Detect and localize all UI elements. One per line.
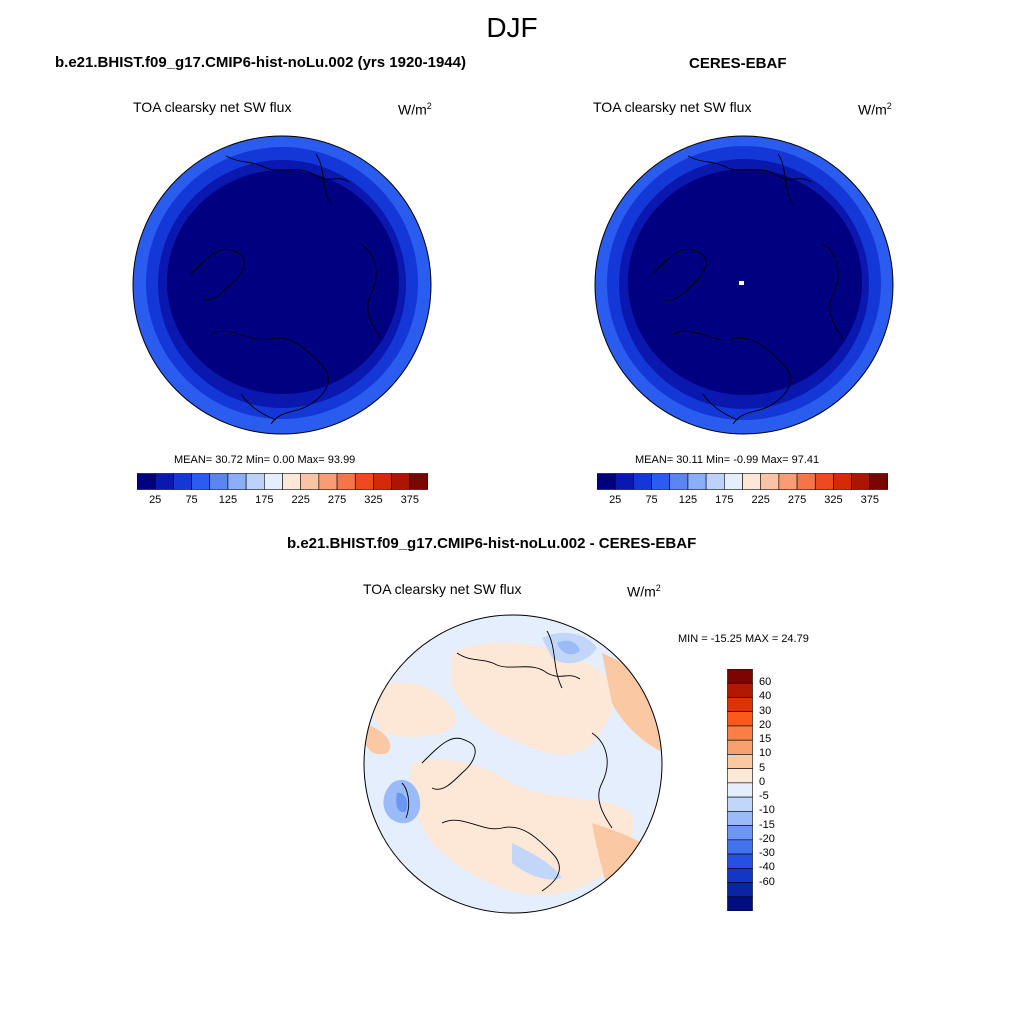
panel-3-colorbar-swatch <box>727 725 753 741</box>
panel-2-title: CERES-EBAF <box>689 55 787 72</box>
panel-2-colorbar-swatch <box>669 473 689 490</box>
panel-2-colorbar-swatch <box>687 473 707 490</box>
panel-3-title: b.e21.BHIST.f09_g17.CMIP6-hist-noLu.002 … <box>287 535 697 552</box>
panel-3-colorbar-swatch <box>727 782 753 798</box>
panel-3-colorbar-tick-label: -5 <box>759 790 769 803</box>
panel-2-colorbar-swatch <box>633 473 652 490</box>
panel-2-stats: MEAN= 30.11 Min= -0.99 Max= 97.41 <box>635 454 820 466</box>
panel-1-colorbar-tick-label: 75 <box>185 494 198 506</box>
panel-2-colorbar-tick-label: 125 <box>678 494 698 506</box>
panel-2-colorbar-swatch <box>796 473 816 490</box>
panel-1-colorbar-swatch <box>354 473 374 490</box>
panel-2-colorbar-swatch <box>760 473 780 490</box>
panel-1-colorbar-swatch <box>318 473 338 490</box>
panel-1-colorbar-swatch <box>173 473 192 490</box>
panel-3-colorbar-swatch <box>727 839 753 855</box>
panel-3-colorbar-tick-label: -10 <box>759 804 775 817</box>
panel-2-colorbar-swatch <box>869 473 888 490</box>
panel-3-colorbar-tick-label: 0 <box>759 775 766 788</box>
panel-1-colorbar-swatch <box>154 473 174 490</box>
panel-2-colorbar-swatch <box>597 473 616 490</box>
panel-3-colorbar-swatch <box>727 754 753 769</box>
panel-1-colorbar-swatch <box>391 473 411 490</box>
figure-title: DJF <box>486 12 538 43</box>
panel-1-colorbar-tick-label: 325 <box>364 494 383 506</box>
panel-3-colorbar-tick-label: -30 <box>759 847 775 860</box>
panel-3-colorbar-swatch <box>727 811 753 826</box>
panel-1-colorbar-swatch <box>336 473 356 490</box>
panel-2-colorbar-tick-label: 175 <box>715 494 734 506</box>
panel-3-colorbar-swatch <box>727 682 753 698</box>
panel-1-colorbar-swatch <box>191 473 211 490</box>
panel-1-colorbar-swatch <box>209 473 229 490</box>
panel-3-stats: MIN = -15.25 MAX = 24.79 <box>678 633 809 645</box>
panel-1-colorbar-tick-label: 275 <box>327 494 347 506</box>
panel-3-colorbar-swatch <box>727 796 753 812</box>
panel-3-colorbar-swatch <box>727 669 753 684</box>
panel-2-colorbar-swatch <box>651 473 671 490</box>
panel-2-colorbar-swatch <box>614 473 634 490</box>
panel-1-title: b.e21.BHIST.f09_g17.CMIP6-hist-noLu.002 … <box>55 54 466 71</box>
panel-2-units: W/m2 <box>858 101 892 118</box>
panel-3-colorbar-tick-label: 40 <box>759 690 772 703</box>
panel-3-colorbar-tick-label: -15 <box>759 818 775 831</box>
panel-2-colorbar-tick-label: 75 <box>645 494 658 506</box>
panel-1-colorbar-swatch <box>264 473 283 490</box>
panel-2-colorbar-tick-label: 325 <box>824 494 843 506</box>
panel-3-colorbar-swatch <box>727 697 753 713</box>
panel-1-colorbar-tick-label: 25 <box>149 494 162 506</box>
panel-2-colorbar-tick-label: 225 <box>751 494 770 506</box>
panel-2-colorbar-tick-label: 275 <box>787 494 807 506</box>
panel-1-colorbar-tick-label: 175 <box>255 494 274 506</box>
panel-1-colorbar-swatch <box>245 473 265 490</box>
panel-1-polar-map <box>132 135 432 435</box>
panel-2-colorbar-tick-label: 375 <box>860 494 879 506</box>
panel-1-colorbar-tick-label: 125 <box>218 494 238 506</box>
panel-1-colorbar-swatch <box>227 473 247 490</box>
panel-2-colorbar-swatch <box>814 473 834 490</box>
panel-3-colorbar-tick-label: 20 <box>759 718 772 731</box>
panel-1-colorbar <box>137 473 428 490</box>
panel-3-colorbar-tick-label: 10 <box>759 747 772 760</box>
panel-3-units: W/m2 <box>627 583 661 600</box>
panel-2-colorbar-tick-label: 25 <box>609 494 622 506</box>
panel-2-variable-label: TOA clearsky net SW flux <box>593 99 752 115</box>
panel-1-colorbar-tick-label: 225 <box>291 494 310 506</box>
panel-1-colorbar-swatch <box>300 473 320 490</box>
panel-3-colorbar-swatch <box>727 768 753 784</box>
panel-3-difference-map <box>363 614 663 914</box>
panel-2-colorbar <box>597 473 888 490</box>
panel-3-colorbar-swatch <box>727 825 753 841</box>
panel-1-variable-label: TOA clearsky net SW flux <box>133 99 292 115</box>
panel-3-colorbar <box>727 669 753 911</box>
panel-3-colorbar-tick-label: -60 <box>759 875 775 888</box>
panel-1-colorbar-swatch <box>409 473 428 490</box>
panel-3-colorbar-swatch <box>727 853 753 869</box>
panel-3-colorbar-swatch <box>727 739 753 755</box>
panel-3-colorbar-tick-label: 5 <box>759 761 766 774</box>
panel-3-colorbar-tick-label: -20 <box>759 832 775 845</box>
panel-1-units: W/m2 <box>398 101 432 118</box>
panel-3-colorbar-tick-label: 30 <box>759 704 772 717</box>
panel-1-colorbar-tick-label: 375 <box>400 494 419 506</box>
panel-3-colorbar-swatch <box>727 896 753 911</box>
panel-2-colorbar-swatch <box>778 473 798 490</box>
panel-1-colorbar-swatch <box>137 473 156 490</box>
panel-2-colorbar-swatch <box>742 473 761 490</box>
panel-3-variable-label: TOA clearsky net SW flux <box>363 581 522 597</box>
panel-3-colorbar-swatch <box>727 867 753 883</box>
panel-3-colorbar-tick-label: 60 <box>759 676 772 689</box>
panel-3-colorbar-swatch <box>727 711 753 727</box>
panel-2-colorbar-swatch <box>724 473 743 490</box>
panel-1-colorbar-swatch <box>373 473 392 490</box>
panel-2-colorbar-swatch <box>705 473 725 490</box>
panel-3-colorbar-tick-label: -40 <box>759 861 775 874</box>
panel-2-polar-map <box>594 135 894 435</box>
panel-3-colorbar-tick-label: 15 <box>759 733 772 746</box>
panel-1-colorbar-swatch <box>282 473 301 490</box>
panel-2-colorbar-swatch <box>833 473 852 490</box>
panel-2-colorbar-swatch <box>851 473 871 490</box>
panel-3-colorbar-swatch <box>727 882 753 898</box>
panel-1-stats: MEAN= 30.72 Min= 0.00 Max= 93.99 <box>174 454 356 466</box>
